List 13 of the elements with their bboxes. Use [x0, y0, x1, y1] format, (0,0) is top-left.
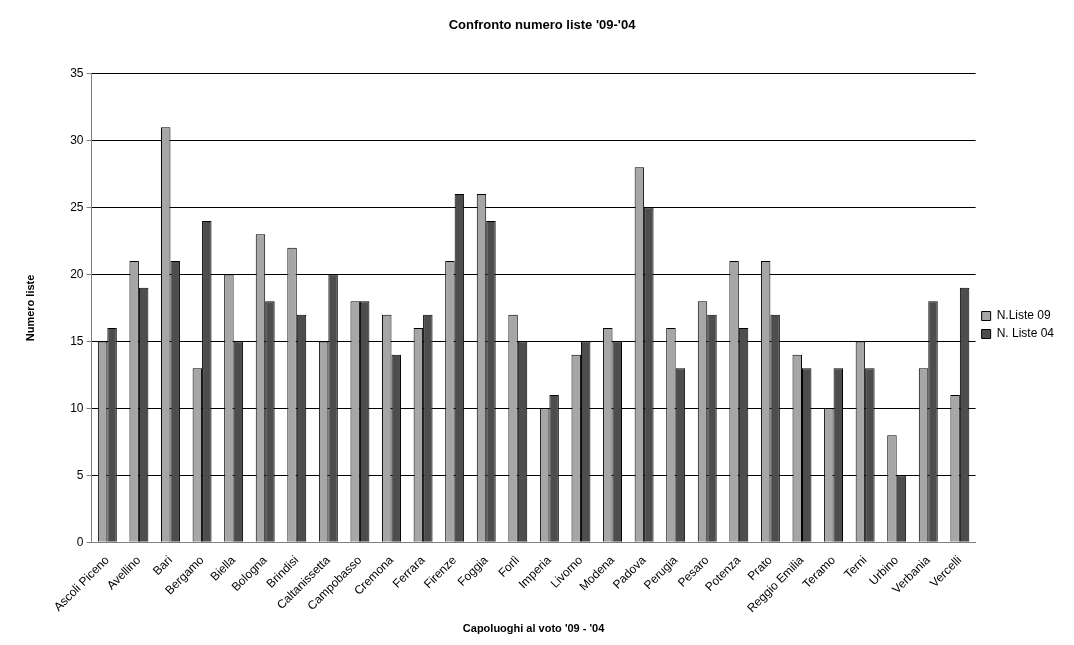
y-tick-label: 10: [70, 400, 84, 415]
y-tick-label: 20: [70, 266, 84, 281]
y-tick-label: 0: [76, 534, 84, 549]
chart-title: Confronto numero liste '09-'04: [448, 17, 637, 33]
y-tick-label: 15: [70, 333, 84, 348]
y-tick-label: 30: [70, 132, 84, 147]
y-tick-label: 25: [70, 199, 84, 214]
x-axis-title: Capoluoghi al voto '09 - '04: [462, 622, 606, 635]
y-tick-label: 5: [76, 467, 84, 482]
y-tick-label: 35: [70, 65, 84, 80]
legend-label: N. Liste 04: [996, 326, 1055, 341]
y-axis-title: Numero liste: [23, 274, 36, 342]
legend-label: N.Liste 09: [996, 308, 1051, 323]
